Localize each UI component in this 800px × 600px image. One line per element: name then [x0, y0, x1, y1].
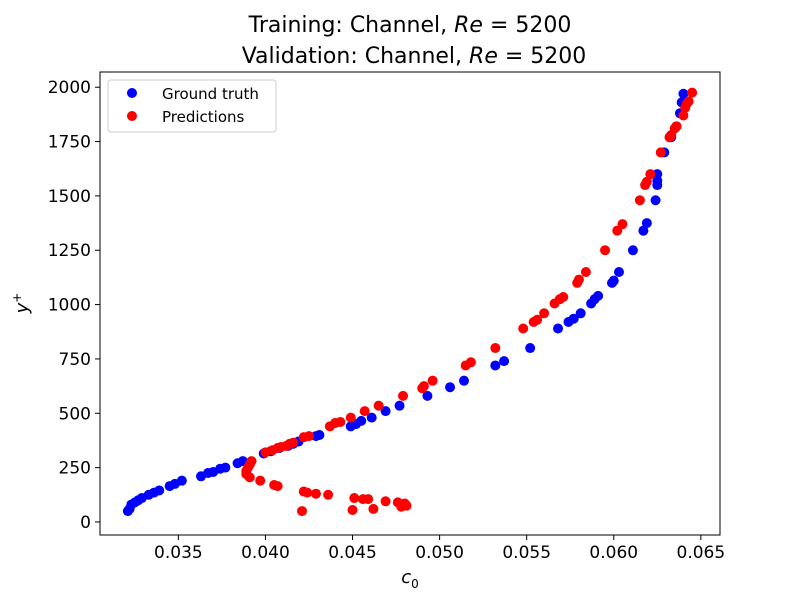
ground-truth-point	[613, 266, 624, 277]
prediction-point	[539, 308, 550, 319]
ground-truth-point	[458, 375, 469, 386]
legend-marker-ground-truth	[127, 88, 137, 98]
ground-truth-point	[366, 412, 377, 423]
prediction-point	[683, 96, 694, 107]
legend-label-ground-truth: Ground truth	[162, 85, 259, 103]
ground-truth-point	[568, 313, 579, 324]
ground-truth-point	[641, 218, 652, 229]
prediction-point	[427, 375, 438, 386]
prediction-point	[302, 487, 313, 498]
ground-truth-point	[638, 225, 649, 236]
prediction-point	[272, 481, 283, 492]
y-tick-label: 2000	[48, 78, 91, 98]
prediction-point	[359, 406, 370, 417]
prediction-point	[687, 87, 698, 98]
plot-area-frame	[99, 71, 721, 536]
chart-title-line-2: Validation: Channel, Re = 5200	[242, 44, 587, 69]
x-tick-label: 0.045	[328, 543, 377, 563]
prediction-point	[244, 472, 255, 483]
x-tick-label: 0.050	[415, 543, 464, 563]
prediction-point	[600, 245, 611, 256]
data-points	[122, 87, 698, 517]
prediction-point	[373, 400, 384, 411]
chart-title-line-1: Training: Channel, Re = 5200	[248, 13, 572, 38]
ground-truth-point	[380, 406, 391, 417]
prediction-point	[255, 475, 266, 486]
ground-truth-point	[220, 462, 231, 473]
y-tick-label: 1250	[48, 241, 91, 261]
prediction-point	[310, 488, 321, 499]
prediction-point	[323, 489, 334, 500]
prediction-point	[580, 266, 591, 277]
prediction-point	[490, 343, 501, 354]
y-tick-label: 1750	[48, 133, 91, 153]
prediction-point	[641, 176, 652, 187]
ground-truth-point	[593, 290, 604, 301]
ground-truth-point	[356, 415, 367, 426]
y-axis-ticks: 0 250 500 750 1000 1250 1500 1750 2000	[48, 78, 100, 533]
legend-box	[107, 79, 277, 133]
prediction-point	[349, 493, 360, 504]
prediction-point	[645, 169, 656, 180]
prediction-point	[617, 219, 628, 230]
legend-marker-predictions	[127, 111, 137, 121]
y-tick-label: 1000	[48, 296, 91, 316]
ground-truth-point	[650, 195, 661, 206]
ground-truth-point	[652, 169, 663, 180]
ground-truth-point	[445, 382, 456, 393]
y-tick-label: 500	[59, 404, 91, 424]
ground-truth-point	[678, 88, 689, 99]
x-axis-ticks: 0.035 0.040 0.045 0.050 0.055 0.060 0.065	[154, 535, 725, 563]
prediction-point	[335, 416, 346, 427]
ground-truth-point	[394, 400, 405, 411]
prediction-point	[655, 147, 666, 158]
legend: Ground truth Predictions	[107, 79, 277, 133]
prediction-point	[532, 314, 543, 325]
x-tick-label: 0.065	[677, 543, 726, 563]
prediction-point	[288, 437, 299, 448]
ground-truth-point	[575, 308, 586, 319]
y-tick-label: 1500	[48, 187, 91, 207]
x-tick-label: 0.060	[589, 543, 638, 563]
prediction-point	[398, 390, 409, 401]
prediction-point	[380, 496, 391, 507]
prediction-point	[303, 431, 314, 442]
prediction-point	[678, 110, 689, 121]
y-tick-label: 750	[59, 350, 91, 370]
ground-truth-point	[314, 430, 325, 441]
ground-truth-point	[525, 343, 536, 354]
y-axis-label: y+	[10, 293, 33, 315]
ground-truth-point	[608, 275, 619, 286]
ground-truth-point	[553, 323, 564, 334]
prediction-point	[345, 412, 356, 423]
prediction-point	[465, 357, 476, 368]
series-1	[241, 87, 698, 517]
ground-truth-point	[490, 360, 501, 371]
ground-truth-point	[627, 245, 638, 256]
prediction-point	[363, 494, 374, 505]
prediction-point	[518, 323, 529, 334]
ground-truth-point	[154, 485, 165, 496]
prediction-point	[573, 274, 584, 285]
ground-truth-point	[176, 475, 187, 486]
ground-truth-point	[499, 356, 510, 367]
y-tick-label: 250	[59, 459, 91, 479]
prediction-point	[671, 121, 682, 132]
x-tick-label: 0.040	[241, 543, 290, 563]
prediction-point	[368, 503, 379, 514]
ground-truth-point	[422, 390, 433, 401]
prediction-point	[418, 381, 429, 392]
x-axis-label: c0	[401, 567, 419, 591]
prediction-point	[634, 195, 645, 206]
x-tick-label: 0.055	[502, 543, 551, 563]
prediction-point	[347, 505, 358, 516]
legend-label-predictions: Predictions	[162, 108, 245, 126]
prediction-point	[399, 498, 410, 509]
prediction-point	[558, 291, 569, 302]
x-tick-label: 0.035	[154, 543, 203, 563]
y-tick-label: 0	[80, 513, 91, 533]
prediction-point	[297, 506, 308, 517]
